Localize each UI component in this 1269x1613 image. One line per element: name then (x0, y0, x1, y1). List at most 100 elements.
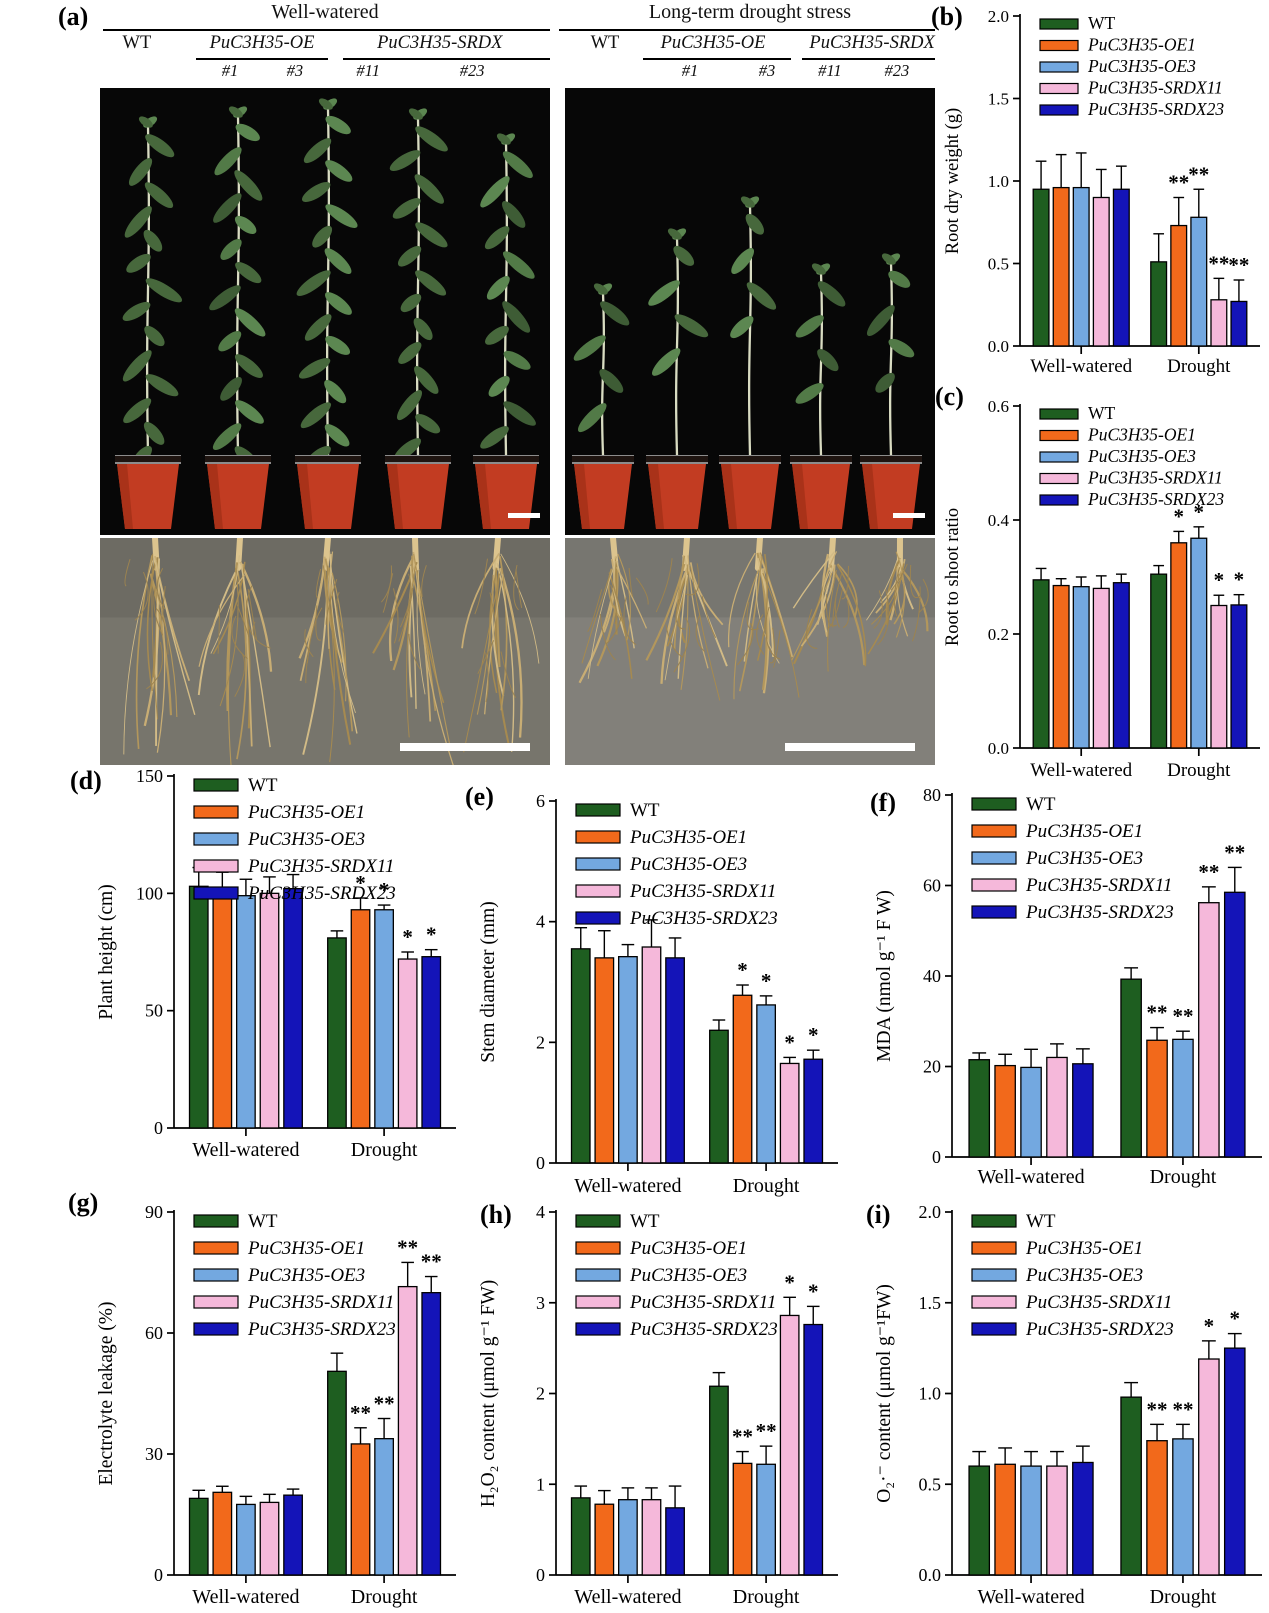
y-tick-label: 80 (923, 785, 941, 805)
y-axis-label: Root to shoot ratio (943, 508, 963, 646)
bar-PuC3H35-OE3-Well-watered (236, 1503, 256, 1576)
bar-PuC3H35-OE1-Well-watered (212, 1491, 233, 1576)
legend-swatch-WT (971, 1214, 1017, 1228)
y-tick-label: 1.5 (988, 90, 1009, 109)
plant-leaf (398, 342, 422, 364)
root-branch (197, 572, 237, 696)
line-label: #23 (459, 61, 485, 80)
pot-soil (790, 456, 852, 462)
bar-PuC3H35-OE1-Well-watered (594, 1503, 615, 1576)
bar-PuC3H35-SRDX11-Drought (779, 1062, 800, 1164)
plant-leaf (209, 285, 241, 311)
bar-PuC3H35-SRDX11-Well-watered (641, 1499, 662, 1576)
significance-marker: ** (1168, 171, 1189, 195)
bar-PuC3H35-SRDX23-Drought (803, 1323, 824, 1576)
root-branch (146, 560, 157, 692)
legend-swatch-PuC3H35-OE1 (575, 1241, 621, 1255)
plant-leaf (817, 281, 846, 307)
plant-leaf (304, 314, 332, 341)
y-tick-label: 2 (536, 1384, 545, 1404)
line-label: #1 (221, 61, 239, 80)
plant-leaf (486, 276, 510, 300)
significance-marker: ** (350, 1401, 371, 1425)
plant-leaf (145, 134, 175, 158)
panel-c-svg: 0.0 0.2 0.4 0.6 Root to shoot ratio Well-wate… (943, 397, 1260, 781)
y-tick-label: 30 (145, 1444, 163, 1464)
significance-marker: * (1204, 1314, 1215, 1338)
plant-leaf (674, 314, 709, 338)
photo-plants-dr-svg (565, 88, 935, 535)
panel-h-letter: (h) (480, 1200, 512, 1229)
bar-WT-Well-watered (188, 1497, 209, 1576)
bar-PuC3H35-SRDX11-Drought (1210, 299, 1228, 347)
root-fine (156, 568, 166, 610)
pot-body (207, 464, 269, 529)
legend-swatch-PuC3H35-OE1 (971, 824, 1017, 838)
category-label: Well-watered (977, 1166, 1084, 1188)
bar-WT-Drought (327, 1370, 347, 1576)
genotype-label-oe: PuC3H35-OE (209, 33, 315, 53)
legend-label: PuC3H35-SRDX11 (247, 856, 394, 877)
plant-leaf (324, 424, 350, 447)
category-label: Drought (351, 1139, 418, 1161)
legend-swatch-PuC3H35-OE3 (1039, 61, 1079, 73)
photo-roots-ww-svg (100, 538, 550, 765)
significance-marker: * (808, 1279, 819, 1303)
legend-swatch-PuC3H35-OE3 (193, 1268, 239, 1282)
plant-leaf (573, 335, 606, 361)
bar-PuC3H35-SRDX23-Drought (1230, 604, 1248, 749)
bar-PuC3H35-SRDX23-Drought (421, 956, 442, 1129)
significance-marker: ** (732, 1425, 753, 1449)
y-tick-label: 150 (136, 766, 163, 786)
legend-swatch-PuC3H35-OE1 (193, 1241, 239, 1255)
bar-WT-Well-watered (1032, 579, 1050, 749)
panel-a-letter: (a) (58, 2, 89, 31)
root-fine (392, 588, 399, 644)
y-tick-label: 1.5 (919, 1293, 942, 1313)
root-fine (893, 567, 901, 617)
root-branch (836, 564, 867, 667)
root-branch (895, 551, 906, 638)
bar-PuC3H35-OE3-Drought (1172, 1438, 1194, 1576)
root-fine (421, 565, 427, 598)
legend-label: PuC3H35-SRDX11 (1025, 875, 1172, 896)
root-branch (607, 568, 625, 624)
root-fine (304, 629, 314, 658)
root-branch (871, 573, 900, 625)
root-branch (608, 572, 633, 679)
plant-leaf (413, 317, 433, 341)
bar-PuC3H35-OE3-Drought (1172, 1038, 1194, 1158)
plant-leaf (301, 182, 331, 202)
root-fine (623, 596, 637, 646)
legend-swatch-PuC3H35-OE3 (575, 1268, 621, 1282)
root-fine (841, 565, 849, 600)
legend-swatch-PuC3H35-OE3 (575, 857, 621, 871)
root-fine (155, 607, 169, 655)
y-tick-label: 0.5 (988, 255, 1009, 274)
bar-PuC3H35-OE1-Well-watered (1052, 186, 1070, 347)
legend-swatch-PuC3H35-SRDX11 (971, 1295, 1017, 1309)
genotype-label-wt: WT (590, 33, 620, 53)
legend-swatch-PuC3H35-SRDX23 (193, 1322, 239, 1336)
scale-bar (785, 743, 915, 751)
plant-stem (888, 262, 894, 456)
significance-marker: * (1173, 504, 1184, 528)
root-fine (873, 590, 883, 629)
y-tick-label: 20 (923, 1057, 941, 1077)
pot-body (117, 464, 179, 529)
bar-PuC3H35-OE1-Drought (350, 909, 371, 1129)
significance-marker: ** (421, 1250, 442, 1274)
bar-WT-Well-watered (968, 1465, 991, 1576)
bar-WT-Drought (1120, 978, 1142, 1158)
category-label: Drought (1167, 760, 1231, 781)
pot-shading (721, 464, 737, 529)
header-rule (103, 29, 550, 31)
photo-plants-ww-svg (100, 88, 550, 535)
plant-leaf (296, 270, 331, 297)
plant-leaf (415, 222, 448, 248)
root-branch (226, 562, 239, 712)
plant-leaf (128, 157, 153, 186)
root-branch (616, 567, 648, 629)
significance-marker: * (1214, 568, 1225, 592)
legend-label: PuC3H35-OE1 (629, 827, 747, 848)
